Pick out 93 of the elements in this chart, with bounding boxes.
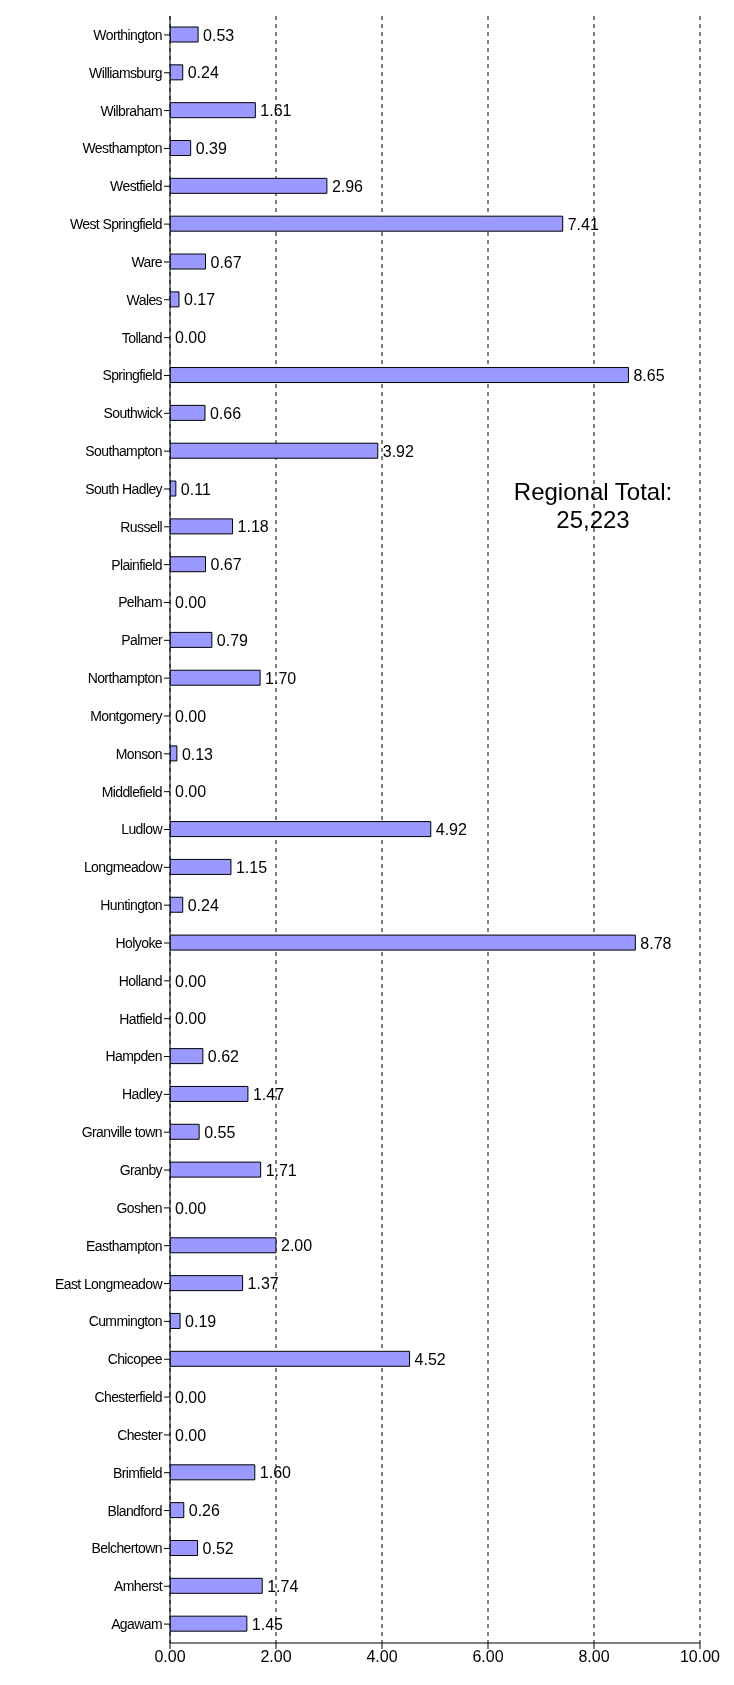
data-label: 1.70 (265, 669, 297, 687)
data-label: 3.92 (382, 442, 414, 460)
y-tick-label: East Longmeadow (55, 1275, 164, 1292)
y-tick-label: Pelham (118, 594, 162, 611)
data-label: 0.00 (175, 594, 207, 612)
data-label: 0.52 (202, 1540, 234, 1558)
y-tick-label: Holland (118, 972, 162, 989)
data-label: 1.71 (265, 1161, 297, 1179)
data-label: 1.74 (267, 1577, 299, 1595)
y-tick-label: Huntington (100, 897, 162, 914)
data-label: 0.00 (175, 1426, 207, 1444)
y-tick-label: Middlefield (101, 783, 162, 800)
y-tick-label: Ludlow (121, 821, 164, 838)
data-label: 0.67 (210, 253, 242, 271)
y-tick-label: Worthington (93, 26, 162, 43)
data-label: 0.00 (175, 707, 207, 725)
data-label: 8.65 (633, 367, 665, 385)
data-label: 1.47 (252, 1086, 285, 1104)
y-tick-label: Montgomery (90, 707, 163, 724)
data-label: 0.00 (175, 329, 207, 347)
data-label: 0.00 (175, 1199, 207, 1217)
data-label: 0.00 (175, 1010, 207, 1028)
y-tick-label: Plainfield (111, 556, 162, 573)
data-label: 0.00 (175, 783, 207, 801)
data-label: 0.79 (216, 631, 249, 649)
y-tick-label: Easthampton (86, 1237, 162, 1254)
y-tick-label: Belchertown (91, 1540, 162, 1557)
y-tick-label: Chicopee (107, 1351, 163, 1368)
x-tick-label: 6.00 (472, 1648, 504, 1666)
y-tick-label: Longmeadow (83, 859, 164, 876)
y-tick-label: Holyoke (115, 934, 163, 951)
data-label: 0.26 (188, 1502, 221, 1520)
x-tick-label: 2.00 (260, 1648, 292, 1666)
y-tick-label: Wilbraham (100, 102, 162, 119)
data-label: 0.19 (185, 1313, 217, 1331)
y-tick-label: Granby (119, 1162, 163, 1178)
y-tick-label: Goshen (116, 1199, 162, 1216)
data-label: 4.92 (435, 821, 467, 839)
y-tick-label: Westfield (110, 178, 162, 195)
data-label: 8.78 (640, 934, 672, 952)
y-tick-label: Palmer (121, 632, 163, 649)
y-tick-label: Williamsburg (89, 64, 162, 81)
y-tick-label: Hadley (122, 1086, 163, 1103)
data-label: 1.60 (259, 1464, 292, 1482)
data-label: 0.24 (187, 896, 219, 914)
y-tick-label: Cummington (88, 1313, 162, 1330)
data-label: 4.52 (414, 1350, 446, 1368)
y-tick-label: Chester (117, 1426, 163, 1443)
y-tick-label: Springfield (102, 367, 162, 384)
y-tick-label: Russell (120, 518, 163, 535)
x-tick-label: 0.00 (154, 1648, 186, 1666)
y-tick-label: South Hadley (85, 480, 163, 497)
x-tick-label: 8.00 (578, 1648, 610, 1666)
data-label: 0.00 (175, 1388, 207, 1406)
y-tick-label: Ware (131, 253, 163, 270)
y-tick-label: West Springfield (69, 216, 162, 233)
y-tick-label: Wales (126, 291, 163, 308)
y-tick-label: Monson (115, 745, 162, 762)
data-label: 0.13 (181, 745, 214, 763)
x-tick-label: 4.00 (366, 1648, 398, 1666)
data-label: 1.37 (247, 1275, 279, 1293)
data-label: 0.62 (207, 1048, 240, 1066)
x-tick-label: 10.00 (679, 1648, 721, 1666)
y-tick-label: Northampton (87, 670, 162, 687)
data-label: 1.61 (260, 102, 292, 120)
data-label: 0.55 (204, 1123, 236, 1141)
y-tick-label: Brimfield (112, 1464, 162, 1481)
data-label: 0.66 (209, 404, 242, 422)
data-label: 0.11 (180, 480, 211, 498)
y-tick-label: Chesterfield (94, 1389, 162, 1406)
data-label: 0.67 (210, 556, 242, 574)
y-tick-label: Blandford (107, 1502, 162, 1519)
data-label: 0.53 (203, 26, 235, 44)
y-tick-label: Hampden (105, 1048, 162, 1065)
data-label: 1.45 (251, 1615, 284, 1633)
y-tick-label: Southampton (85, 443, 162, 460)
data-label: 0.24 (187, 64, 219, 82)
data-label: 2.00 (281, 1237, 313, 1255)
data-label: 1.15 (235, 859, 268, 877)
data-label: 1.18 (237, 518, 269, 536)
y-tick-label: Southwick (103, 405, 164, 422)
y-tick-label: Westhampton (82, 140, 162, 157)
y-tick-label: Tolland (121, 329, 162, 346)
data-label: 0.00 (175, 972, 207, 990)
y-tick-label: Granville town (81, 1124, 162, 1141)
annotation: Regional Total: 25,223 (512, 478, 674, 534)
y-tick-label: Agawam (111, 1616, 162, 1633)
data-label: 2.96 (331, 177, 364, 195)
y-tick-label: Amherst (114, 1578, 163, 1595)
data-label: 0.39 (195, 140, 227, 158)
data-label: 0.17 (184, 291, 216, 309)
y-tick-label: Hatfield (119, 1010, 162, 1027)
data-label: 7.41 (567, 215, 599, 233)
